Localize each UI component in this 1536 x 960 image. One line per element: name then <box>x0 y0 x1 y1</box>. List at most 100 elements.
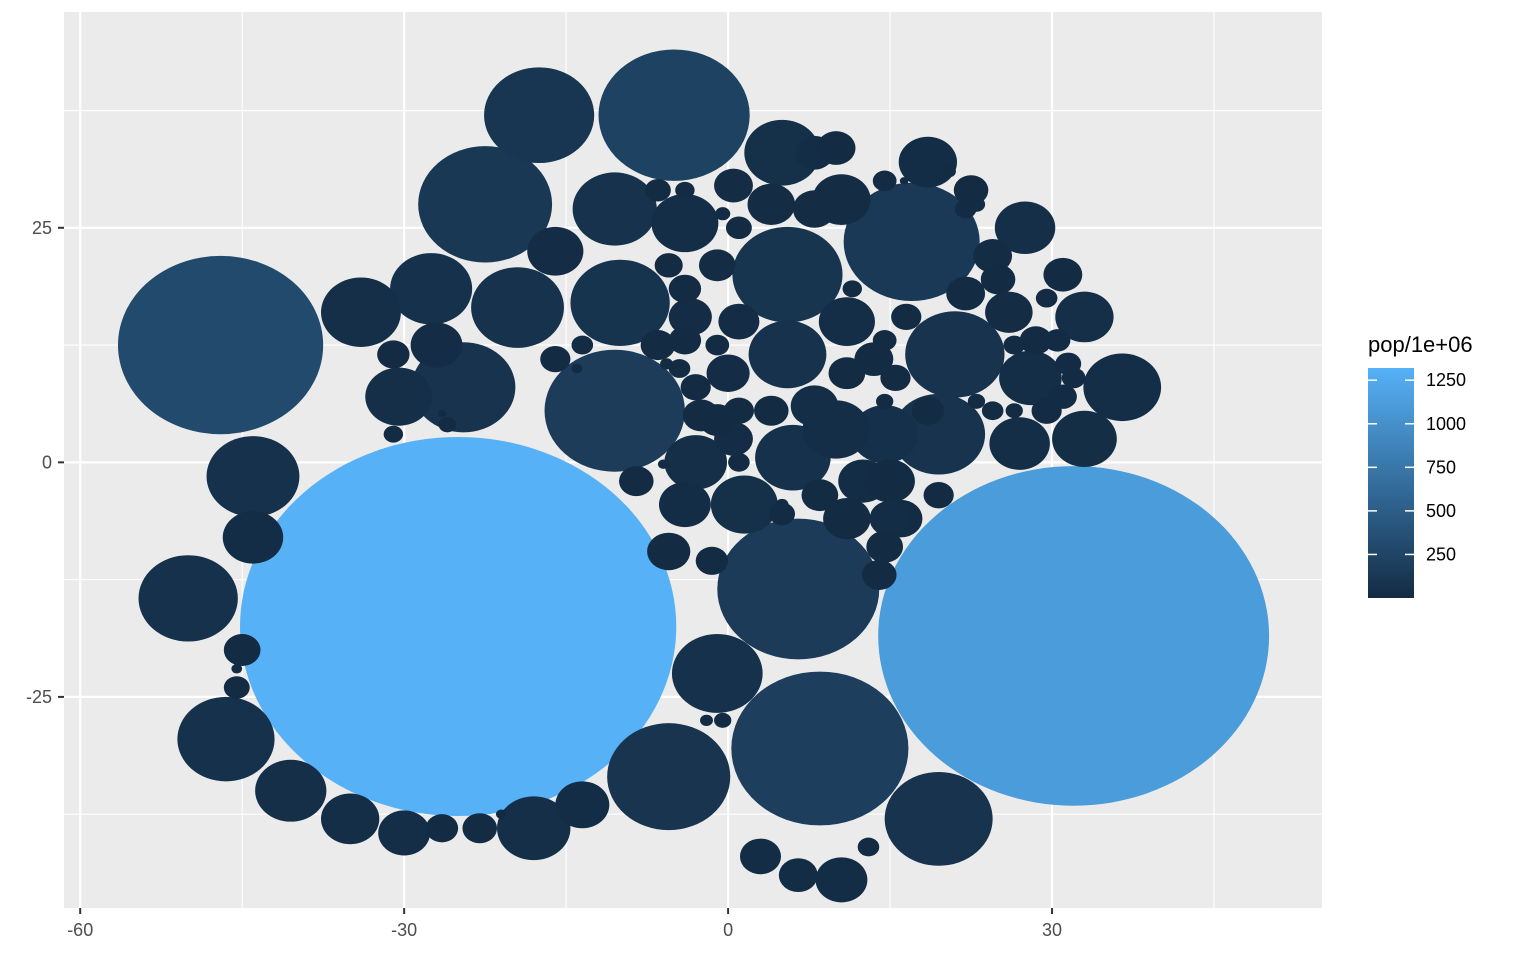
circle-mark <box>747 183 796 225</box>
circle-mark <box>571 335 594 355</box>
circle-mark <box>664 435 728 490</box>
circle-mark <box>390 253 473 325</box>
legend-title: pop/1e+06 <box>1368 332 1473 357</box>
y-axis: -25 0 25 <box>26 218 64 707</box>
circle-mark <box>383 425 404 443</box>
circle-mark <box>223 634 261 666</box>
circle-mark <box>320 793 380 845</box>
circle-mark <box>1005 403 1023 419</box>
circle-mark <box>1044 329 1071 352</box>
legend-tick-label: 1250 <box>1426 370 1466 390</box>
circle-mark <box>967 196 986 212</box>
circle-mark <box>619 466 654 497</box>
circle-mark <box>668 359 691 378</box>
circle-mark <box>731 671 909 826</box>
circle-mark <box>905 311 1005 398</box>
circle-mark <box>607 723 731 831</box>
legend-tick-label: 750 <box>1426 457 1456 477</box>
circle-mark <box>842 280 862 298</box>
circle-mark <box>698 249 736 282</box>
circle-mark <box>778 858 818 893</box>
x-axis: -60 -30 0 30 <box>67 908 1062 940</box>
circle-mark <box>255 759 327 822</box>
circle-mark <box>1061 367 1086 389</box>
circle-mark <box>869 500 911 537</box>
circle-mark <box>117 255 324 435</box>
circle-mark <box>1035 288 1058 308</box>
legend: pop/1e+06 250 500 750 1000 1250 <box>1368 332 1473 598</box>
circle-mark <box>754 395 789 426</box>
circle-mark <box>660 358 674 370</box>
circle-mark <box>571 363 583 374</box>
circle-mark <box>816 131 856 165</box>
circle-mark <box>790 385 839 427</box>
circle-mark <box>843 182 980 301</box>
circle-mark <box>801 479 839 512</box>
circle-mark <box>378 810 431 856</box>
circle-mark <box>769 502 796 526</box>
circle-mark <box>712 555 722 563</box>
circle-mark <box>544 349 685 472</box>
circle-mark <box>572 172 657 246</box>
circle-mark <box>739 838 782 875</box>
circle-mark <box>792 190 837 228</box>
circle-mark <box>723 397 755 424</box>
circle-mark <box>946 276 986 311</box>
circle-mark <box>206 436 300 517</box>
circle-mark <box>714 168 753 203</box>
circle-mark <box>775 498 789 511</box>
circle-mark <box>923 482 954 509</box>
circle-mark <box>942 165 956 178</box>
circle-mark <box>878 545 892 558</box>
circle-mark <box>668 298 712 336</box>
circle-mark <box>857 837 880 857</box>
x-tick-label: -60 <box>67 920 93 940</box>
y-tick-label: 25 <box>32 218 52 238</box>
circle-mark <box>231 664 243 674</box>
circle-mark <box>884 771 993 866</box>
legend-tick-label: 250 <box>1426 544 1456 564</box>
circle-mark <box>880 364 911 392</box>
circle-mark <box>497 796 571 861</box>
circle-mark <box>471 267 564 348</box>
circle-mark <box>748 320 827 389</box>
circle-mark <box>527 226 584 276</box>
circle-mark <box>872 567 880 574</box>
circle-mark <box>484 67 595 164</box>
circle-mark <box>717 518 880 660</box>
circle-mark <box>365 367 433 426</box>
circle-mark <box>854 342 894 377</box>
x-tick-label: -30 <box>391 920 417 940</box>
legend-colorbar <box>1368 368 1414 598</box>
circle-mark <box>865 459 915 503</box>
circle-mark <box>874 573 884 581</box>
circle-mark <box>223 676 250 699</box>
circle-layer <box>117 49 1270 903</box>
circle-mark <box>989 417 1050 470</box>
circle-mark <box>680 374 711 401</box>
circle-mark <box>668 274 702 303</box>
circle-mark <box>1043 257 1083 292</box>
circle-mark <box>1048 384 1077 409</box>
legend-tick-label: 500 <box>1426 501 1456 521</box>
circle-mark <box>851 405 919 464</box>
circle-mark <box>222 511 284 564</box>
circle-mark <box>410 322 463 368</box>
circle-mark <box>818 297 875 347</box>
circle-mark <box>732 226 843 323</box>
circle-mark <box>1055 291 1114 343</box>
circle-mark <box>671 634 763 713</box>
circle-mark <box>437 409 447 418</box>
circle-mark <box>981 401 1004 421</box>
circle-mark <box>654 253 683 278</box>
legend-ticks: 250 500 750 1000 1250 <box>1368 370 1466 564</box>
circle-mark <box>668 326 702 355</box>
circle-mark <box>540 346 571 373</box>
circle-mark <box>138 555 238 642</box>
circle-mark <box>872 330 897 351</box>
circle-mark <box>872 170 897 192</box>
circle-mark <box>598 49 750 181</box>
circle-mark <box>555 781 610 829</box>
circle-mark <box>695 546 729 575</box>
